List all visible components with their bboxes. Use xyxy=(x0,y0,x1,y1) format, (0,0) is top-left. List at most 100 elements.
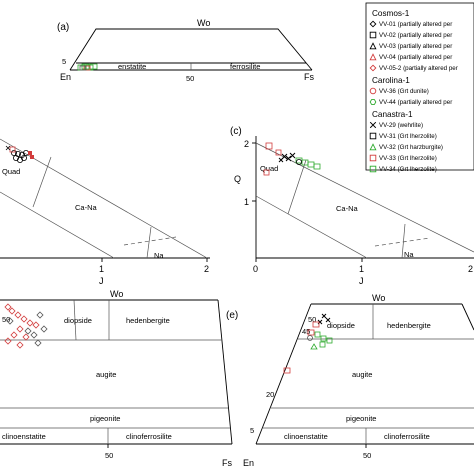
data-point xyxy=(4,303,12,311)
data-point xyxy=(20,315,28,323)
data-point xyxy=(14,311,22,319)
data-point xyxy=(30,155,34,159)
field-label-na-b: Na xyxy=(154,251,164,260)
boundary-b-3 xyxy=(32,156,52,208)
data-point xyxy=(8,307,16,315)
legend-item-label: VV-44 (partially altered per xyxy=(379,99,452,106)
data-cluster-b xyxy=(5,145,34,163)
x-tick-label-b-2: 2 xyxy=(204,264,209,274)
data-point xyxy=(34,339,42,347)
legend-marker-x xyxy=(369,121,377,129)
data-point xyxy=(32,321,40,329)
legend-item-label: VV-04 (partially altered per xyxy=(379,54,452,61)
x-tick-label-c-2: 2 xyxy=(468,264,473,274)
data-point xyxy=(10,331,18,339)
data-point xyxy=(40,325,48,333)
field-label-augite-d: augite xyxy=(96,370,116,379)
right-edge-e xyxy=(461,303,474,331)
field-label-quad-c: Quad xyxy=(260,164,278,173)
data-point xyxy=(16,325,24,333)
field-label-quad-b: Quad xyxy=(2,167,20,176)
legend-item-label: VV-36 (Grt dunite) xyxy=(379,88,429,95)
data-cluster-e xyxy=(283,313,333,374)
legend-marker-hexagon xyxy=(369,99,377,105)
data-point xyxy=(314,331,321,338)
panel-b: 1 2 J Quad Ca-Na Na xyxy=(0,138,210,286)
field-label-enstatite-a: enstatite xyxy=(118,62,146,71)
right-edge-d xyxy=(217,299,233,445)
boundary-c-5 xyxy=(374,237,431,247)
data-cluster-d xyxy=(4,303,48,349)
legend-item-label: VV-02 (partially altered per xyxy=(379,32,452,39)
side-tick-a: 5 xyxy=(62,57,66,66)
field-label-augite-e: augite xyxy=(352,370,372,379)
data-point xyxy=(79,65,87,71)
data-point xyxy=(278,157,284,163)
panel-label-c: (c) xyxy=(230,126,242,137)
field-label-clinoenstatite-d: clinoenstatite xyxy=(2,432,46,441)
legend-item-label: VV-03 (partially altered per xyxy=(379,43,452,50)
boundary-b-2 xyxy=(0,191,115,259)
field-label-na-c: Na xyxy=(404,250,414,259)
field-label-clinoenstatite-e: clinoenstatite xyxy=(284,432,328,441)
field-label-clinoferrosilite-e: clinoferrosilite xyxy=(384,432,430,441)
panel-a: (a) Wo 5 En Fs 50 enstatite ferrosilite xyxy=(57,18,314,83)
apex-label-e: Wo xyxy=(372,293,385,303)
data-point xyxy=(320,335,327,342)
data-point xyxy=(321,313,327,319)
field-label-pigeonite-e: pigeonite xyxy=(346,414,376,423)
field-label-diopside-d: diopside xyxy=(64,316,92,325)
data-point xyxy=(30,331,38,339)
field-label-clinoferrosilite-d: clinoferrosilite xyxy=(126,432,172,441)
data-cluster-c xyxy=(263,142,321,176)
legend-group-title: Carolina-1 xyxy=(372,76,410,85)
data-point xyxy=(83,65,91,71)
x-axis-label-c: J xyxy=(359,276,364,286)
boundary-c-2 xyxy=(255,195,368,259)
data-point xyxy=(28,151,32,155)
legend-marker-square xyxy=(369,31,377,39)
side-tick-d: 50 xyxy=(2,315,10,324)
triangle-outline-a xyxy=(69,28,313,71)
data-point xyxy=(295,158,302,165)
panel-c: (c) 2 1 Q 0 1 2 J Quad Ca-Na Na xyxy=(230,126,474,286)
boundary-b-1 xyxy=(0,138,208,259)
field-label-hedenbergite-d: hedenbergite xyxy=(126,316,170,325)
legend-item-label: VV-33 (Grt lherzolite) xyxy=(379,155,437,162)
data-point xyxy=(4,337,12,345)
data-point xyxy=(265,142,273,150)
apex-label-d: Wo xyxy=(110,289,123,299)
boundary-b-4 xyxy=(146,226,152,259)
data-point xyxy=(307,335,313,341)
data-point xyxy=(307,329,315,336)
legend-item-label: VV-29 (wehrlite) xyxy=(379,122,423,129)
side-tick-e-5: 5 xyxy=(250,426,254,435)
legend-group-title: Cosmos-1 xyxy=(372,9,410,18)
legend-marker-triangle xyxy=(369,143,377,151)
boundary-c-4 xyxy=(401,223,406,259)
legend-item-label: VV-31 (Grt lherzolite) xyxy=(379,133,437,140)
legend-group-title: Canastra-1 xyxy=(372,110,413,119)
legend-marker-circle xyxy=(369,87,377,95)
boundary-c-3 xyxy=(287,159,307,215)
data-point xyxy=(275,149,282,156)
legend-marker-diamond xyxy=(369,64,377,72)
divider-d-1 xyxy=(73,299,77,341)
data-point xyxy=(36,311,44,319)
data-point xyxy=(5,145,11,151)
data-point xyxy=(81,63,90,70)
x-axis-label-b: J xyxy=(99,276,104,286)
corner-left-e: En xyxy=(243,458,254,468)
data-point xyxy=(312,321,320,328)
data-point xyxy=(283,367,291,374)
legend-marker-diamond xyxy=(369,20,377,28)
axis-tick-a: 50 xyxy=(186,74,194,83)
field-label-hedenbergite-e: hedenbergite xyxy=(387,321,431,330)
left-edge-e xyxy=(255,303,312,445)
legend: Cosmos-1 VV-01 (partially altered per VV-0… xyxy=(365,2,474,173)
data-point xyxy=(325,317,331,323)
data-point xyxy=(6,317,14,325)
data-point xyxy=(326,337,333,344)
side-tick-e-50: 50 xyxy=(308,315,316,324)
legend-item-label: VV-32 (Grt harzburgite) xyxy=(379,144,443,151)
